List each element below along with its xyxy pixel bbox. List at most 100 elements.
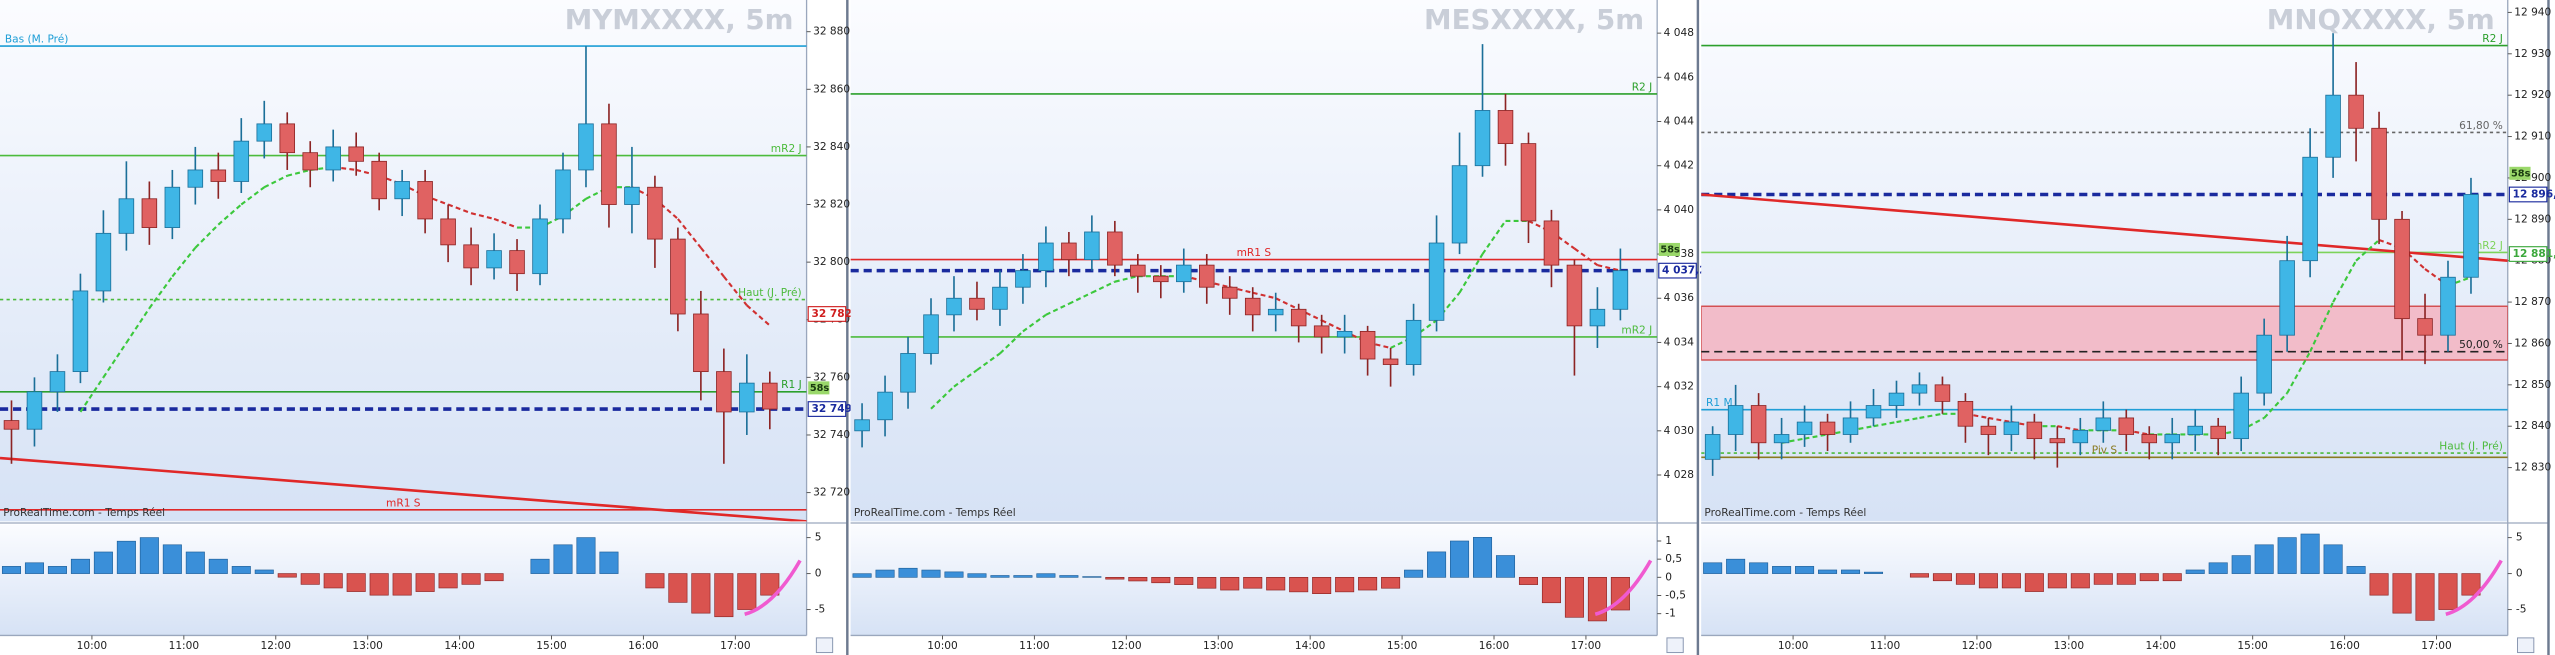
chart-panel: Bas (M. Pré) mR2 J Haut (J. Pré) R1 J mR1 S M… (0, 0, 852, 655)
y-tick-label: 32 720 (813, 487, 850, 499)
moving-average (1022, 313, 1047, 333)
candle-body (3, 420, 20, 430)
oscillator-bar (553, 544, 573, 574)
candle-body (2233, 392, 2249, 440)
candle-body (1773, 434, 1790, 444)
candle-body (1957, 400, 1974, 427)
moving-average (286, 168, 311, 177)
candle-body (900, 353, 916, 393)
x-tick-label: 14:00 (444, 640, 475, 652)
candle-body (2348, 94, 2364, 129)
candle-body (1451, 165, 1468, 244)
candle-body (1543, 220, 1560, 266)
candle-body (1038, 242, 1054, 272)
oscillator-bar (438, 573, 458, 589)
moving-average (1114, 275, 1139, 283)
oscillator-bar (162, 544, 182, 574)
oscillator-bar (1564, 576, 1584, 618)
candle-body (1474, 110, 1491, 167)
candle-body (2003, 421, 2020, 435)
level-label: Piv S (2092, 445, 2118, 457)
oscillator-bar (691, 573, 711, 614)
candle-body (1153, 275, 1169, 283)
oscillator-bar (1128, 576, 1148, 582)
oscillator-bar (898, 567, 918, 578)
candle-body (1405, 319, 1422, 365)
oscillator-bar (1312, 576, 1332, 594)
oscillator-bar (1978, 573, 1998, 589)
oscillator-bar (990, 575, 1010, 578)
candle-body (233, 140, 250, 182)
moving-average (1597, 264, 1621, 272)
y-tick-label: 12 870 (2514, 296, 2551, 308)
candle-body (1015, 270, 1031, 288)
level-label: R2 J (2482, 33, 2503, 45)
oscillator-bar (2070, 573, 2090, 589)
candle-body (2049, 438, 2066, 444)
x-tick-label: 15:00 (1387, 640, 1418, 652)
oscillator-bar (760, 573, 780, 596)
source-label: ProRealTime.com - Temps Réel (854, 507, 1016, 519)
candle-body (2371, 127, 2387, 220)
moving-average (999, 330, 1024, 355)
candle-body (1428, 242, 1445, 321)
oscillator-bar (1358, 576, 1378, 591)
x-tick-label: 17:00 (2421, 640, 2452, 652)
oscillator-bar (2162, 573, 2182, 582)
y-tick-label: 4 028 (1664, 469, 1694, 481)
x-tick-label: 11:00 (1870, 640, 1901, 652)
candle-body (2210, 425, 2226, 440)
candle-body (1199, 264, 1215, 288)
oscillator-bar (1863, 571, 1884, 574)
candle-body (854, 419, 870, 432)
x-tick-label: 13:00 (1203, 640, 1234, 652)
chart-panel: R2 J 61,80 % mR2 J 50,00 % R1 M Haut (J. Pré)… (1701, 0, 2555, 655)
moving-average (148, 275, 174, 309)
chart-title: MNQXXXX, 5m (2267, 3, 2495, 36)
oscillator-bar (1036, 573, 1056, 578)
oscillator-tick-label: 0 (2516, 568, 2523, 580)
oscillator-bar (461, 573, 481, 585)
x-tick-label: 12:00 (1111, 640, 1142, 652)
moving-average (2355, 239, 2380, 262)
price-tag-label: 32 782 (811, 308, 851, 320)
y-tick-label: 4 046 (1664, 71, 1695, 83)
candle-body (440, 218, 456, 246)
y-tick-label: 12 830 (2514, 462, 2551, 474)
candle-body (1130, 264, 1146, 277)
oscillator-bar (346, 573, 366, 592)
x-tick-label: 15:00 (536, 640, 567, 652)
x-tick-label: 11:00 (1019, 640, 1050, 652)
oscillator-bar (1335, 576, 1355, 593)
oscillator-bar (2369, 573, 2389, 596)
oscillator-bar (967, 573, 987, 578)
oscillator-bar (921, 569, 941, 578)
y-tick-label: 32 880 (813, 26, 850, 38)
oscillator-tick-label: 5 (815, 532, 822, 544)
y-tick-label: 12 910 (2514, 131, 2551, 143)
level-label: R1 J (781, 379, 802, 391)
moving-average (746, 304, 771, 327)
y-tick-label: 32 820 (813, 199, 850, 211)
moving-average (1873, 421, 1897, 428)
x-tick-label: 10:00 (77, 640, 108, 652)
x-tick-label: 12:00 (261, 640, 292, 652)
oscillator-bar (1, 566, 22, 574)
y-tick-label: 12 860 (2514, 337, 2551, 349)
oscillator-bar (2300, 533, 2320, 574)
oscillator-bar (645, 573, 665, 589)
y-tick-label: 4 048 (1664, 27, 1694, 39)
oscillator-bar (1427, 551, 1447, 578)
oscillator-bar (944, 571, 964, 578)
moving-average (1481, 220, 1507, 255)
oscillator-bar (93, 551, 113, 574)
y-tick-label: 4 036 (1664, 292, 1695, 304)
oscillator-tick-label: -1 (1665, 608, 1676, 620)
moving-average (700, 247, 725, 278)
candle-body (279, 123, 296, 154)
oscillator-bar (47, 566, 67, 574)
scroll-button (2517, 637, 2535, 654)
oscillator-bar (714, 573, 734, 618)
plot-background (1701, 0, 2508, 522)
